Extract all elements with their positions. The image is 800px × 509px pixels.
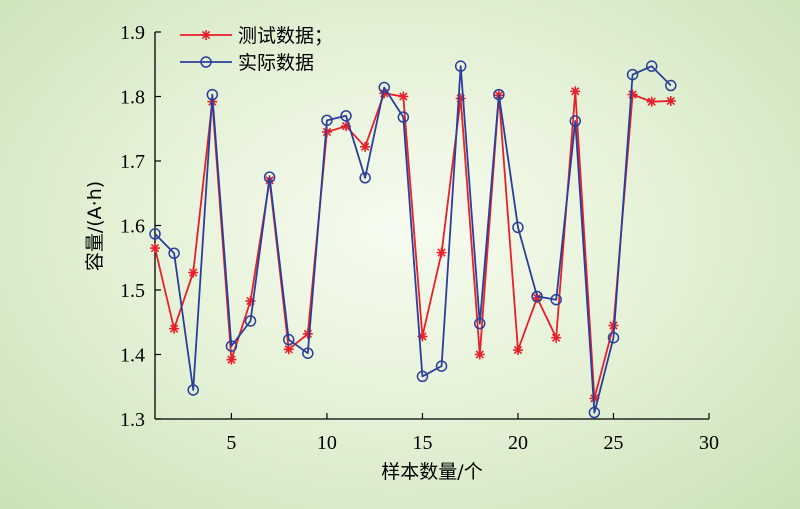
data-point <box>474 317 486 330</box>
plot-frame <box>154 32 709 420</box>
series-line <box>154 65 672 414</box>
data-point <box>665 96 676 107</box>
x-tick-label: 10 <box>317 432 337 454</box>
data-point <box>359 172 371 184</box>
data-point <box>150 243 160 254</box>
data-point <box>493 88 505 101</box>
data-point <box>263 171 276 183</box>
data-point <box>416 370 429 383</box>
data-point <box>226 354 237 365</box>
data-point <box>149 228 161 240</box>
data-point <box>169 323 180 334</box>
data-point <box>626 68 639 81</box>
legend-label: 测试数据； <box>238 25 333 47</box>
x-axis-title: 样本数量/个 <box>381 461 482 483</box>
data-point <box>321 126 332 137</box>
legend-marker <box>201 30 211 40</box>
data-point <box>570 86 581 97</box>
data-point <box>435 360 448 372</box>
y-axis-title: 容量/(A·h) <box>84 181 106 271</box>
x-ticks: 5 10 15 20 25 30 <box>226 413 719 454</box>
data-point <box>187 384 199 396</box>
data-point <box>512 221 524 234</box>
data-point <box>282 333 295 346</box>
legend-label: 实际数据 <box>238 52 314 74</box>
data-point <box>244 315 257 327</box>
data-point <box>645 60 658 72</box>
y-tick-label: 1.5 <box>120 280 145 302</box>
data-point <box>188 267 199 278</box>
data-point <box>607 331 620 344</box>
y-tick-label: 1.7 <box>120 151 145 173</box>
data-point <box>206 88 219 101</box>
data-point <box>454 60 467 72</box>
series-2 <box>149 60 677 419</box>
legend-marker <box>200 56 212 68</box>
legend-item: 实际数据 <box>180 52 314 74</box>
y-tick-label: 1.6 <box>120 216 145 238</box>
data-point <box>531 290 543 303</box>
x-tick-label: 30 <box>699 432 719 454</box>
x-tick-label: 20 <box>508 432 528 454</box>
data-point <box>168 247 180 259</box>
data-point <box>474 349 485 360</box>
legend-item: 测试数据； <box>180 25 333 47</box>
data-point <box>627 89 638 100</box>
y-tick-label: 1.8 <box>120 87 145 109</box>
data-point <box>283 344 294 355</box>
data-point <box>225 340 238 352</box>
data-point <box>397 111 410 123</box>
data-point <box>646 96 657 107</box>
data-point <box>551 332 562 343</box>
data-point <box>588 406 601 419</box>
data-point <box>398 91 409 102</box>
data-point <box>302 347 314 359</box>
x-tick-label: 25 <box>603 432 623 454</box>
series-line <box>154 90 671 400</box>
data-point <box>512 344 523 355</box>
data-point <box>321 114 333 127</box>
data-point <box>550 293 562 306</box>
series-layer <box>149 60 677 419</box>
x-tick-label: 15 <box>412 432 432 454</box>
data-point <box>436 247 447 258</box>
data-point <box>378 81 390 94</box>
data-point <box>302 328 313 339</box>
y-ticks: 1.3 1.4 1.5 1.6 1.7 1.8 1.9 <box>120 22 161 431</box>
legend: 测试数据； 实际数据 <box>180 25 333 74</box>
data-point <box>665 79 677 92</box>
y-tick-label: 1.9 <box>120 22 145 44</box>
y-tick-label: 1.3 <box>120 409 145 431</box>
data-point <box>360 141 371 152</box>
data-point <box>569 115 582 127</box>
x-tick-label: 5 <box>226 432 236 454</box>
data-point <box>340 110 352 122</box>
y-tick-label: 1.4 <box>120 345 145 367</box>
